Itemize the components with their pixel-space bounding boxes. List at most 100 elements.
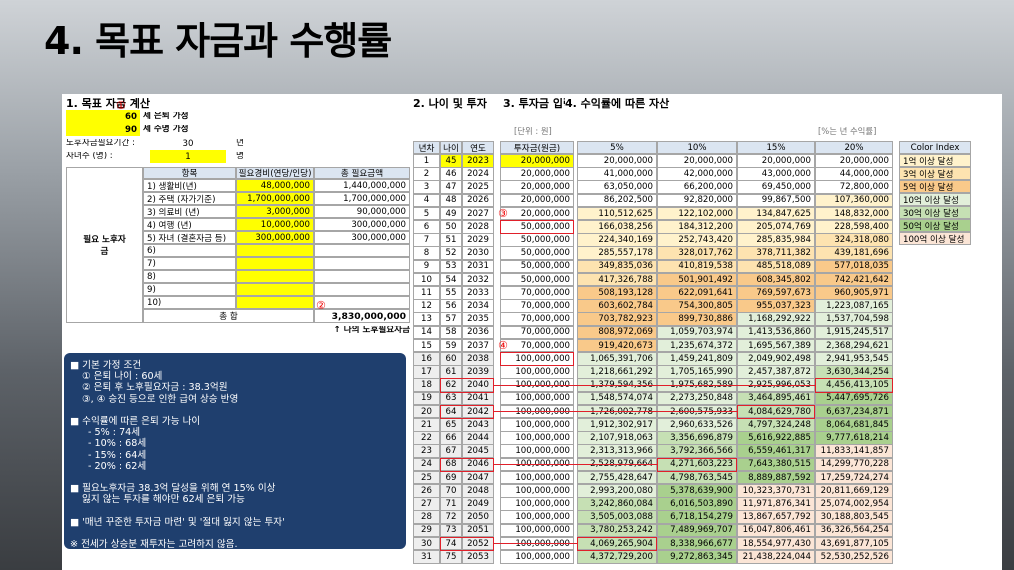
table-cell: 100,000,000: [500, 523, 574, 538]
table-cell: 70,000,000: [500, 286, 574, 300]
table-header: 년차: [413, 141, 440, 154]
table-cell: 100,000,000: [500, 550, 574, 564]
table-cell: 4: [413, 193, 440, 208]
highlight: [500, 352, 574, 367]
table-cell: 6,559,461,317: [737, 444, 815, 459]
table-cell: 52: [440, 246, 462, 261]
table-cell: 300,000,000: [314, 218, 410, 231]
table-cell: 20,000,000: [500, 167, 574, 181]
marker: ②: [316, 299, 326, 312]
table-cell: 69,450,000: [737, 180, 815, 195]
table-cell: 16,047,806,461: [737, 523, 815, 538]
table-cell: 9,272,863,345: [657, 550, 737, 564]
table-cell: 71: [440, 497, 462, 511]
table-cell: 36,326,564,254: [815, 523, 893, 538]
table-cell: 24: [413, 457, 440, 472]
table-cell: 20: [413, 404, 440, 419]
table-cell: 1,705,165,990: [657, 365, 737, 379]
table-cell: 2043: [462, 418, 494, 432]
table-cell: [236, 296, 314, 309]
table-cell: 63,050,000: [577, 180, 657, 195]
assumption-label: 세 수명 가정: [143, 125, 189, 134]
table-cell: 48: [440, 193, 462, 208]
table-cell: 43,000,000: [737, 167, 815, 181]
table-cell: 92,820,000: [657, 193, 737, 208]
table-header: 투자금(원금): [500, 141, 574, 154]
table-cell: 324,318,080: [815, 233, 893, 247]
table-cell: 5: [413, 206, 440, 221]
section-heading: 1. 목표 자금 계산: [66, 98, 151, 109]
table-cell: 70,000,000: [500, 325, 574, 340]
table-cell: 742,421,642: [815, 272, 893, 287]
table-cell: 2,313,313,966: [577, 444, 657, 459]
table-cell: 15: [413, 338, 440, 353]
table-cell: 2,941,953,545: [815, 352, 893, 366]
color-index-item: 100억 이상 달성: [899, 232, 971, 245]
color-index-title: Color Index: [899, 141, 971, 154]
table-cell: 72,800,000: [815, 180, 893, 195]
table-cell: 8: [413, 246, 440, 261]
table-cell: 25,074,002,954: [815, 497, 893, 511]
table-cell: 4) 여행 (년): [143, 218, 236, 231]
table-cell: 8): [143, 270, 236, 283]
table-cell: 960,905,971: [815, 286, 893, 300]
table-cell: 2045: [462, 444, 494, 459]
table-cell: 72: [440, 510, 462, 525]
table-cell: 20,000,000: [500, 206, 574, 221]
table-header: 10%: [657, 141, 737, 154]
table-cell: 2024: [462, 167, 494, 181]
table-cell: 1,168,292,922: [737, 312, 815, 327]
table-cell: 919,420,673: [577, 338, 657, 353]
table-cell: 11,833,141,857: [815, 444, 893, 459]
table-header: 나이: [440, 141, 462, 154]
table-cell: 2031: [462, 259, 494, 274]
table-cell: 22: [413, 431, 440, 445]
table-cell: 13,867,657,792: [737, 510, 815, 525]
table-cell: 1,059,703,974: [657, 325, 737, 340]
table-cell: [314, 244, 410, 257]
section-heading: 4. 수익률에 따른 자산: [565, 98, 765, 112]
table-cell: 2037: [462, 338, 494, 353]
table-cell: 1,700,000,000: [314, 192, 410, 205]
table-cell: 44,000,000: [815, 167, 893, 181]
table-cell: 23: [413, 444, 440, 459]
table-cell: 378,711,382: [737, 246, 815, 261]
highlight: [440, 457, 494, 472]
table-cell: 6: [413, 220, 440, 234]
table-cell: 20,000,000: [737, 154, 815, 168]
table-cell: 2,049,902,498: [737, 352, 815, 366]
table-cell: 1: [413, 154, 440, 168]
table-cell: 205,074,769: [737, 220, 815, 234]
table-cell: 100,000,000: [500, 365, 574, 379]
table-cell: 43,691,877,105: [815, 536, 893, 551]
note-line: - 15% : 64세: [88, 449, 147, 461]
table-cell: 703,782,923: [577, 312, 657, 327]
table-cell: 14,299,770,228: [815, 457, 893, 472]
table-cell: 252,743,420: [657, 233, 737, 247]
unit-label: [단위 : 원]: [514, 127, 552, 136]
table-cell: 1,548,574,074: [577, 391, 657, 406]
table-cell: 7,489,969,707: [657, 523, 737, 538]
table-cell: 485,518,089: [737, 259, 815, 274]
table-cell: 6,637,234,871: [815, 404, 893, 419]
table-cell: 50,000,000: [500, 272, 574, 287]
table-cell: 2029: [462, 233, 494, 247]
table-cell: 603,602,784: [577, 299, 657, 313]
table-cell: 6): [143, 244, 236, 257]
table-cell: 1,537,704,598: [815, 312, 893, 327]
table-cell: [314, 296, 410, 309]
table-cell: 7): [143, 257, 236, 270]
table-cell: 808,972,069: [577, 325, 657, 340]
table-cell: 100,000,000: [500, 431, 574, 445]
table-cell: 2,993,200,080: [577, 484, 657, 498]
table-cell: 20,000,000: [500, 180, 574, 195]
table-cell: 2044: [462, 431, 494, 445]
table-cell: 9: [413, 259, 440, 274]
table-cell: 3,505,003,088: [577, 510, 657, 525]
table-cell: 30: [413, 536, 440, 551]
table-cell: 349,835,036: [577, 259, 657, 274]
field-unit: 년: [236, 139, 244, 148]
marker: ①: [116, 99, 126, 112]
table-cell: 9,777,618,214: [815, 431, 893, 445]
table-cell: 70,000,000: [500, 338, 574, 353]
